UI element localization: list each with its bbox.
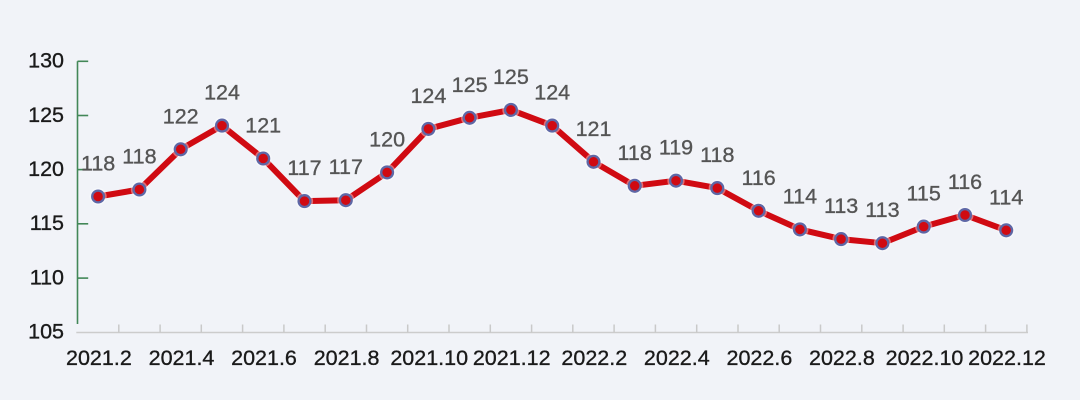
svg-text:2022.8: 2022.8 xyxy=(809,346,875,370)
svg-text:2021.2: 2021.2 xyxy=(66,346,132,370)
svg-text:118: 118 xyxy=(618,141,652,165)
svg-text:121: 121 xyxy=(245,114,281,138)
svg-text:121: 121 xyxy=(576,117,612,141)
svg-text:114: 114 xyxy=(989,185,1023,209)
svg-text:117: 117 xyxy=(287,156,321,180)
svg-text:113: 113 xyxy=(824,194,858,218)
svg-text:2022.12: 2022.12 xyxy=(968,346,1046,370)
svg-text:2021.8: 2021.8 xyxy=(314,346,380,370)
svg-text:125: 125 xyxy=(452,73,488,97)
svg-text:118: 118 xyxy=(81,152,115,176)
svg-text:113: 113 xyxy=(865,198,899,222)
svg-text:2022.4: 2022.4 xyxy=(644,346,710,370)
svg-text:116: 116 xyxy=(741,166,775,190)
svg-text:119: 119 xyxy=(659,136,693,160)
svg-text:115: 115 xyxy=(907,182,941,206)
svg-text:124: 124 xyxy=(534,81,570,105)
svg-text:2021.12: 2021.12 xyxy=(473,346,551,370)
svg-text:110: 110 xyxy=(30,265,64,289)
svg-text:124: 124 xyxy=(204,81,240,105)
svg-text:2021.10: 2021.10 xyxy=(390,346,468,370)
svg-text:116: 116 xyxy=(948,170,982,194)
svg-text:114: 114 xyxy=(783,184,817,208)
svg-text:122: 122 xyxy=(163,104,199,128)
svg-text:118: 118 xyxy=(122,145,156,169)
svg-text:117: 117 xyxy=(329,155,363,179)
svg-text:2022.2: 2022.2 xyxy=(561,346,627,370)
svg-text:2021.6: 2021.6 xyxy=(231,346,297,370)
svg-text:105: 105 xyxy=(28,320,64,344)
svg-text:118: 118 xyxy=(700,143,734,167)
svg-text:2022.6: 2022.6 xyxy=(727,346,793,370)
svg-text:120: 120 xyxy=(369,127,405,151)
svg-text:130: 130 xyxy=(28,49,64,73)
svg-text:125: 125 xyxy=(28,103,64,127)
svg-text:115: 115 xyxy=(30,211,64,235)
svg-text:124: 124 xyxy=(410,84,446,108)
svg-text:120: 120 xyxy=(28,157,64,181)
svg-text:2021.4: 2021.4 xyxy=(149,346,215,370)
svg-text:2022.10: 2022.10 xyxy=(886,346,964,370)
svg-text:125: 125 xyxy=(493,65,529,89)
